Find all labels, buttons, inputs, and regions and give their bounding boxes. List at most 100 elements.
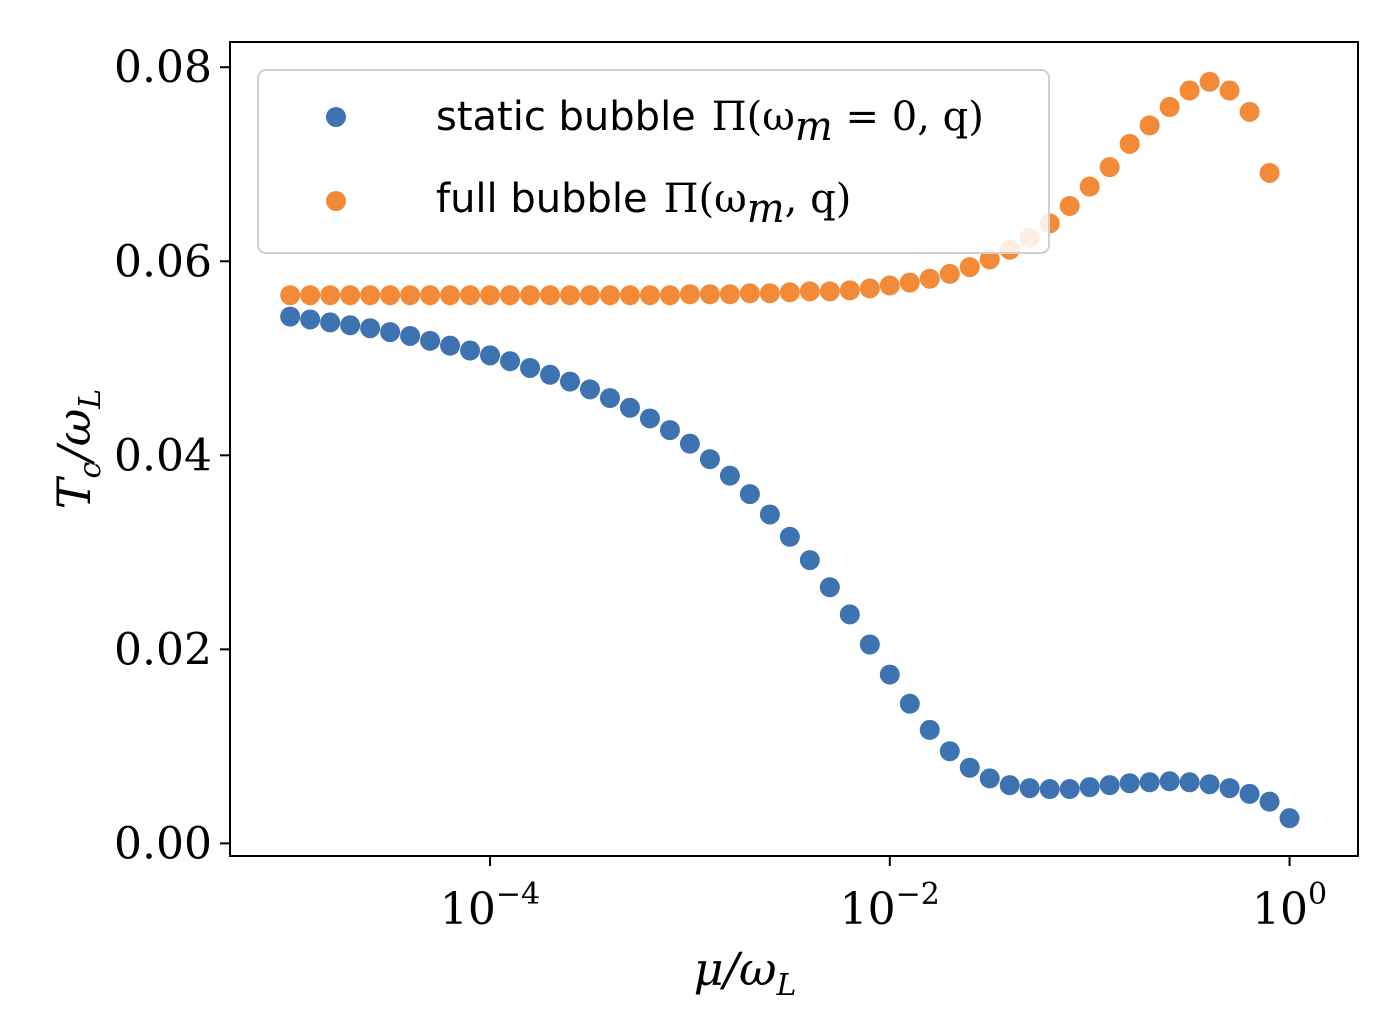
- point-0-25: [779, 526, 800, 547]
- point-1-3: [340, 285, 361, 306]
- point-1-15: [579, 285, 600, 306]
- point-0-31: [899, 693, 920, 714]
- point-0-30: [879, 664, 900, 685]
- point-0-27: [819, 577, 840, 598]
- point-1-8: [440, 285, 461, 306]
- point-0-4: [360, 318, 381, 339]
- point-1-5: [380, 285, 401, 306]
- point-0-45: [1179, 772, 1200, 793]
- point-1-27: [819, 281, 840, 302]
- point-1-39: [1059, 195, 1080, 216]
- point-1-42: [1119, 133, 1140, 154]
- point-0-47: [1219, 778, 1240, 799]
- y-tick-label-2: 0.04: [114, 430, 212, 481]
- point-1-35: [979, 249, 1000, 270]
- point-0-15: [579, 379, 600, 400]
- legend-marker-full: [326, 191, 346, 211]
- point-1-2: [320, 285, 341, 306]
- y-tick-label-0: 0.00: [114, 818, 212, 869]
- point-1-21: [699, 284, 720, 305]
- point-0-22: [719, 465, 740, 486]
- point-0-20: [679, 433, 700, 454]
- point-1-26: [799, 281, 820, 302]
- point-0-17: [619, 397, 640, 418]
- point-0-43: [1139, 772, 1160, 793]
- point-1-49: [1259, 162, 1280, 183]
- svg-text:Tc/ωL: Tc/ωL: [47, 389, 108, 509]
- point-1-20: [679, 284, 700, 305]
- point-0-38: [1039, 779, 1060, 800]
- point-1-13: [540, 285, 561, 306]
- point-1-46: [1199, 71, 1220, 92]
- point-1-29: [859, 278, 880, 299]
- point-1-48: [1239, 101, 1260, 122]
- point-0-23: [739, 484, 760, 505]
- svg-text:static bubble Π(ωm = 0: static bubble Π(ωm = 0, q): [436, 94, 984, 150]
- point-1-4: [360, 285, 381, 306]
- point-0-7: [420, 330, 441, 351]
- point-0-39: [1059, 779, 1080, 800]
- point-0-42: [1119, 773, 1140, 794]
- point-1-33: [939, 263, 960, 284]
- legend-label-full: full bubble: [436, 176, 648, 222]
- point-1-22: [719, 284, 740, 305]
- point-0-2: [320, 312, 341, 333]
- point-0-21: [699, 449, 720, 470]
- point-0-46: [1199, 774, 1220, 795]
- point-1-7: [420, 285, 441, 306]
- point-0-36: [999, 775, 1020, 796]
- point-0-33: [939, 741, 960, 762]
- point-1-16: [599, 285, 620, 306]
- x-axis: 10−4 10−2 100: [440, 856, 1327, 935]
- legend-item-static: static bubble Π(ωm = 0, q): [326, 94, 984, 150]
- legend-box: [257, 69, 1050, 254]
- point-1-30: [879, 275, 900, 296]
- point-1-0: [280, 285, 301, 306]
- point-1-47: [1219, 80, 1240, 101]
- point-0-9: [460, 340, 481, 361]
- point-0-37: [1019, 778, 1040, 799]
- point-1-25: [779, 282, 800, 303]
- point-1-10: [480, 285, 501, 306]
- plot-frame: [229, 41, 1359, 857]
- point-0-18: [639, 408, 660, 429]
- point-0-11: [500, 351, 521, 372]
- point-1-6: [400, 285, 421, 306]
- point-1-40: [1079, 176, 1100, 197]
- point-0-48: [1239, 783, 1260, 804]
- point-1-24: [759, 283, 780, 304]
- point-0-10: [480, 345, 501, 366]
- y-axis-label: Tc/ωL: [47, 389, 108, 509]
- point-1-32: [919, 268, 940, 289]
- point-0-49: [1259, 791, 1280, 812]
- point-0-26: [799, 550, 820, 571]
- point-1-31: [899, 272, 920, 293]
- point-0-5: [380, 322, 401, 343]
- series-0: [280, 306, 1300, 829]
- point-0-50: [1279, 808, 1300, 829]
- point-0-44: [1159, 771, 1180, 792]
- point-0-28: [839, 604, 860, 625]
- point-1-43: [1139, 115, 1160, 136]
- point-1-28: [839, 280, 860, 301]
- point-1-45: [1179, 80, 1200, 101]
- point-1-17: [619, 285, 640, 306]
- point-1-11: [500, 285, 521, 306]
- point-0-3: [340, 315, 361, 336]
- x-tick-label-2: 100: [1252, 877, 1327, 935]
- point-0-6: [400, 325, 421, 346]
- x-tick-label-0: 10−4: [440, 877, 540, 935]
- point-0-32: [919, 719, 940, 740]
- point-1-9: [460, 285, 481, 306]
- point-1-34: [959, 257, 980, 278]
- point-1-18: [639, 285, 660, 306]
- legend-marker-static: [326, 107, 346, 127]
- svg-text:full bubble Π(ωm, q): full bubble Π(ωm, q): [436, 176, 851, 232]
- point-1-19: [659, 285, 680, 306]
- point-0-19: [659, 420, 680, 441]
- legend-label-static: static bubble: [436, 94, 696, 140]
- point-0-16: [599, 388, 620, 409]
- point-1-23: [739, 283, 760, 304]
- point-0-41: [1099, 775, 1120, 796]
- point-0-24: [759, 504, 780, 525]
